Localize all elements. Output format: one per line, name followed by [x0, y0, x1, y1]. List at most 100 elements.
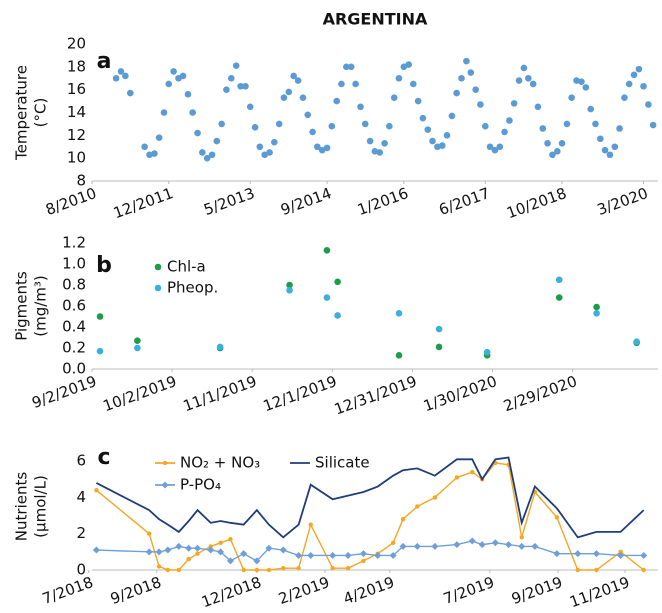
data-point — [520, 64, 528, 72]
data-point — [578, 78, 585, 85]
data-point — [491, 539, 499, 547]
x-tick-label: 6/2017 — [436, 184, 492, 219]
data-point — [468, 537, 476, 545]
data-point — [574, 550, 582, 558]
x-tick-label: 9/2014 — [278, 184, 334, 219]
panel-letter: c — [97, 445, 110, 470]
data-point — [470, 469, 475, 475]
data-point — [374, 551, 382, 559]
legend-label: NO₂ + NO₃ — [180, 454, 260, 472]
data-point — [266, 567, 272, 573]
data-point — [649, 121, 657, 129]
data-point — [296, 565, 301, 571]
y-axis-label: Pigments — [13, 271, 31, 341]
y-tick-label: 18 — [67, 57, 86, 75]
data-point — [343, 63, 350, 71]
data-point — [323, 294, 331, 301]
data-point — [593, 303, 600, 311]
data-point — [531, 542, 539, 550]
data-point — [478, 541, 486, 549]
data-point — [400, 517, 406, 522]
data-point — [568, 94, 575, 101]
data-point — [286, 286, 293, 294]
legend-marker — [154, 284, 162, 292]
data-point — [232, 62, 240, 69]
data-point — [344, 551, 352, 559]
data-point — [601, 146, 609, 154]
data-point — [472, 86, 479, 93]
data-point — [117, 68, 125, 75]
data-point — [256, 143, 264, 151]
data-point — [617, 551, 625, 559]
data-point — [491, 146, 499, 154]
data-point — [506, 117, 513, 124]
panel-letter: a — [97, 49, 112, 74]
x-tick-label: 3/2020 — [595, 184, 651, 219]
data-point — [126, 89, 134, 97]
data-point — [96, 347, 104, 355]
data-point — [179, 72, 187, 80]
data-point — [539, 125, 547, 132]
legend-label: Pheop. — [167, 279, 218, 297]
data-point — [165, 80, 173, 88]
data-point — [431, 542, 439, 550]
data-point — [563, 120, 571, 128]
legend-label: P-PO₄ — [180, 476, 221, 494]
x-tick-label: 9/2018 — [108, 573, 164, 608]
x-tick-label: 12/31/2019 — [332, 372, 419, 418]
y-tick-label: 16 — [67, 80, 86, 98]
data-point — [443, 132, 451, 139]
data-point — [286, 281, 293, 289]
data-point — [463, 57, 470, 65]
data-point — [279, 546, 287, 554]
data-point — [414, 97, 422, 105]
data-point — [309, 128, 316, 136]
data-point — [352, 80, 359, 88]
x-tick-label: 11/2019 — [567, 573, 632, 611]
data-point — [307, 551, 315, 559]
data-point — [611, 143, 619, 151]
data-point — [228, 536, 233, 542]
data-point — [299, 94, 307, 101]
data-point — [429, 137, 436, 145]
data-point — [323, 144, 331, 152]
x-tick-label: 1/30/2020 — [421, 372, 499, 415]
y-tick-label: 6 — [76, 452, 86, 470]
data-point — [544, 140, 551, 147]
x-tick-label: 4/2019 — [341, 573, 397, 608]
data-point — [409, 80, 417, 88]
data-point — [271, 138, 278, 146]
data-point — [199, 149, 206, 156]
x-tick-label: 7/2019 — [441, 573, 497, 608]
data-point — [176, 567, 182, 573]
data-point — [237, 82, 244, 90]
data-point — [593, 310, 600, 317]
y-tick-label: 0.4 — [62, 318, 86, 336]
data-point — [134, 344, 141, 352]
x-tick-label: 2/2019 — [276, 573, 332, 608]
data-point — [295, 551, 303, 559]
data-point — [534, 103, 542, 111]
data-point — [389, 551, 397, 559]
data-point — [594, 567, 599, 573]
data-point — [424, 126, 432, 133]
data-point — [194, 544, 202, 552]
data-point — [334, 312, 341, 319]
data-point — [280, 94, 288, 101]
data-point — [96, 313, 104, 320]
y-axis-label: Temperature — [13, 65, 31, 161]
data-point — [323, 247, 331, 254]
data-point — [386, 122, 393, 130]
data-point — [345, 565, 351, 571]
data-point — [208, 544, 213, 549]
y-tick-label: 0.2 — [62, 339, 86, 357]
x-tick-label: 5/2013 — [201, 184, 257, 219]
data-point — [308, 522, 313, 527]
data-point — [453, 541, 461, 549]
panel-letter: b — [96, 253, 112, 278]
data-point — [330, 565, 335, 571]
data-point — [405, 61, 413, 68]
y-axis-label: Nutrients — [13, 472, 31, 542]
data-point — [390, 94, 398, 101]
data-point — [285, 88, 293, 96]
